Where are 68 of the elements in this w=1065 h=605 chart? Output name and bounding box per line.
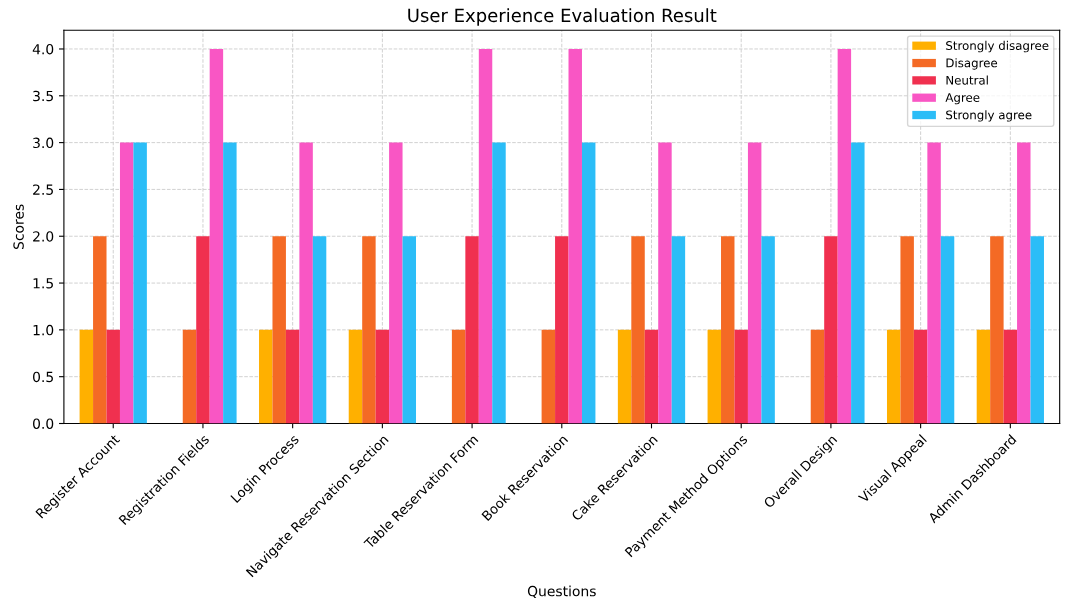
bar <box>990 236 1004 424</box>
bar <box>927 142 941 424</box>
bar <box>209 48 224 424</box>
bar <box>133 142 147 424</box>
bar <box>658 142 672 424</box>
bar <box>747 142 762 424</box>
bar <box>375 329 390 424</box>
bar <box>568 48 582 424</box>
legend-label: Strongly agree <box>946 110 1032 122</box>
y-tick-label: 4.0 <box>32 43 54 55</box>
bar <box>707 329 722 424</box>
legend-label: Disagree <box>946 58 998 70</box>
bar <box>851 142 865 424</box>
bar <box>93 236 107 424</box>
bar <box>223 142 237 424</box>
bar <box>451 329 466 424</box>
bar <box>900 236 914 424</box>
bar <box>913 329 928 424</box>
bar <box>734 329 748 424</box>
bar <box>119 142 134 424</box>
bar <box>182 329 197 424</box>
bar <box>761 236 775 424</box>
bar <box>106 329 120 424</box>
bar <box>810 329 825 424</box>
bar <box>259 329 273 424</box>
bar <box>465 236 479 424</box>
bar <box>541 329 556 424</box>
bar <box>196 236 210 424</box>
bar <box>362 236 376 424</box>
bar <box>402 236 417 424</box>
bar <box>644 329 659 424</box>
bar <box>348 329 363 424</box>
y-tick-label: 0.0 <box>33 418 54 429</box>
bar <box>617 329 632 424</box>
bar <box>631 236 645 424</box>
bar <box>1017 142 1031 424</box>
bar <box>492 142 506 424</box>
y-tick-label: 2.5 <box>33 184 53 195</box>
legend-label: Strongly disagree <box>946 40 1049 53</box>
bar <box>886 329 901 424</box>
bar <box>312 236 327 424</box>
y-tick-label: 0.5 <box>33 371 53 383</box>
bar <box>285 329 300 424</box>
bar <box>824 236 838 424</box>
bar <box>79 329 94 424</box>
bar <box>1003 329 1018 424</box>
legend-label: Agree <box>945 93 980 105</box>
y-tick-label: 1.0 <box>33 324 54 336</box>
bar <box>555 236 569 424</box>
y-tick-label: 3.0 <box>33 137 54 149</box>
bar <box>272 236 286 424</box>
y-tick-label: 2.0 <box>33 231 54 242</box>
bar <box>389 142 403 424</box>
bar <box>478 48 493 424</box>
legend-label: Neutral <box>946 75 988 85</box>
bar <box>976 329 991 424</box>
bar <box>1030 236 1044 424</box>
bar <box>721 236 735 424</box>
bar <box>581 142 596 424</box>
y-axis-title: Scores <box>13 204 24 250</box>
bar <box>299 142 313 424</box>
y-tick-label: 1.5 <box>33 278 53 289</box>
bar <box>940 236 955 424</box>
chart-title: User Experience Evaluation Result <box>408 8 717 26</box>
x-axis-title: Questions <box>527 585 596 598</box>
bar <box>837 48 852 424</box>
y-tick-label: 3.5 <box>33 90 53 102</box>
bar <box>671 236 686 424</box>
